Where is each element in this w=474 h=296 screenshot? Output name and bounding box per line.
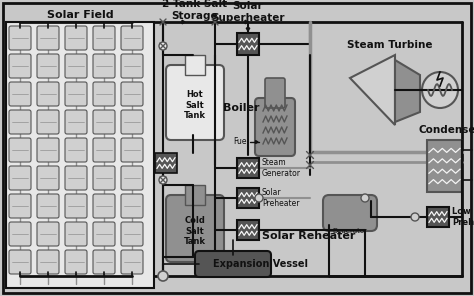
FancyBboxPatch shape (65, 110, 87, 134)
Text: Condenser: Condenser (418, 125, 474, 135)
FancyBboxPatch shape (37, 82, 59, 106)
FancyBboxPatch shape (195, 251, 271, 277)
FancyBboxPatch shape (121, 26, 143, 50)
FancyBboxPatch shape (121, 194, 143, 218)
FancyBboxPatch shape (9, 138, 31, 162)
Bar (237, 33, 259, 55)
FancyBboxPatch shape (121, 54, 143, 78)
FancyBboxPatch shape (121, 138, 143, 162)
FancyBboxPatch shape (93, 138, 115, 162)
Text: Steam Turbine: Steam Turbine (347, 40, 433, 50)
Circle shape (158, 271, 168, 281)
Polygon shape (395, 60, 420, 122)
FancyBboxPatch shape (93, 26, 115, 50)
Circle shape (361, 194, 369, 202)
Bar (155, 153, 177, 173)
Text: Boiler: Boiler (223, 103, 259, 113)
Bar (237, 158, 259, 178)
FancyBboxPatch shape (37, 110, 59, 134)
Text: Solar Reheater: Solar Reheater (262, 231, 356, 241)
Text: Hot
Salt
Tank: Hot Salt Tank (184, 90, 206, 120)
Circle shape (159, 42, 167, 50)
Polygon shape (350, 55, 395, 125)
FancyBboxPatch shape (65, 166, 87, 190)
FancyBboxPatch shape (121, 110, 143, 134)
Bar (185, 185, 205, 205)
Text: Expansion Vessel: Expansion Vessel (213, 259, 309, 269)
FancyBboxPatch shape (93, 250, 115, 274)
Bar (427, 140, 462, 192)
FancyBboxPatch shape (121, 250, 143, 274)
Text: Solar
Preheater: Solar Preheater (262, 188, 300, 208)
FancyBboxPatch shape (9, 82, 31, 106)
Circle shape (422, 72, 458, 108)
FancyBboxPatch shape (65, 250, 87, 274)
FancyBboxPatch shape (37, 250, 59, 274)
Circle shape (159, 176, 167, 184)
FancyBboxPatch shape (121, 82, 143, 106)
Text: Solar Field: Solar Field (46, 10, 113, 20)
FancyBboxPatch shape (121, 166, 143, 190)
FancyBboxPatch shape (9, 166, 31, 190)
Bar (237, 188, 259, 208)
FancyBboxPatch shape (9, 110, 31, 134)
FancyBboxPatch shape (9, 54, 31, 78)
FancyBboxPatch shape (93, 194, 115, 218)
FancyBboxPatch shape (323, 195, 377, 231)
FancyBboxPatch shape (37, 166, 59, 190)
Text: Deaerator: Deaerator (332, 228, 367, 234)
FancyBboxPatch shape (65, 54, 87, 78)
FancyBboxPatch shape (37, 26, 59, 50)
FancyBboxPatch shape (9, 222, 31, 246)
FancyBboxPatch shape (65, 222, 87, 246)
FancyBboxPatch shape (93, 54, 115, 78)
FancyBboxPatch shape (37, 194, 59, 218)
Text: Low Pressure
Preheater: Low Pressure Preheater (452, 207, 474, 227)
Text: Fuel: Fuel (233, 138, 249, 147)
Polygon shape (245, 20, 248, 24)
FancyBboxPatch shape (121, 222, 143, 246)
FancyBboxPatch shape (37, 54, 59, 78)
FancyBboxPatch shape (65, 194, 87, 218)
FancyBboxPatch shape (37, 222, 59, 246)
Polygon shape (255, 141, 258, 144)
FancyBboxPatch shape (93, 82, 115, 106)
Polygon shape (246, 28, 250, 31)
FancyBboxPatch shape (65, 82, 87, 106)
Text: 2 Tank Salt
Storage: 2 Tank Salt Storage (163, 0, 228, 21)
FancyBboxPatch shape (166, 195, 224, 262)
FancyBboxPatch shape (93, 222, 115, 246)
Bar (185, 55, 205, 75)
FancyBboxPatch shape (9, 194, 31, 218)
FancyBboxPatch shape (65, 26, 87, 50)
Circle shape (255, 194, 263, 202)
Text: Solar
Superheater: Solar Superheater (211, 1, 285, 23)
Bar (237, 220, 259, 240)
FancyBboxPatch shape (93, 110, 115, 134)
FancyBboxPatch shape (9, 250, 31, 274)
FancyBboxPatch shape (255, 98, 295, 156)
Text: Cold
Salt
Tank: Cold Salt Tank (184, 216, 206, 246)
Bar (427, 207, 449, 227)
Polygon shape (182, 20, 185, 24)
FancyBboxPatch shape (166, 65, 224, 140)
FancyBboxPatch shape (37, 138, 59, 162)
FancyBboxPatch shape (265, 78, 285, 108)
Text: Steam
Generator: Steam Generator (262, 158, 301, 178)
FancyBboxPatch shape (9, 26, 31, 50)
FancyBboxPatch shape (93, 166, 115, 190)
FancyBboxPatch shape (65, 138, 87, 162)
Circle shape (411, 213, 419, 221)
Bar (6, 22, 154, 288)
